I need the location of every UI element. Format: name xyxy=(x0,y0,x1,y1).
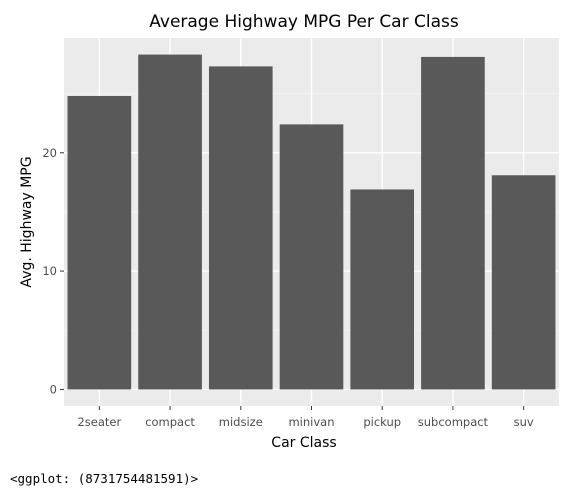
x-tick-label: compact xyxy=(145,415,195,429)
y-axis: 0 10 20 xyxy=(42,146,64,396)
bars xyxy=(67,54,556,390)
y-tick-label: 20 xyxy=(42,146,57,160)
x-tick-label: suv xyxy=(514,415,534,429)
x-axis-title: Car Class xyxy=(271,435,336,451)
y-axis-title: Avg. Highway MPG xyxy=(19,156,35,287)
y-tick-label: 0 xyxy=(50,382,57,396)
x-tick-label: midsize xyxy=(219,415,263,429)
bar-pickup xyxy=(350,189,415,390)
bar-subcompact xyxy=(421,56,485,390)
x-tick-label: subcompact xyxy=(418,415,489,429)
bar-chart: Average Highway MPG Per Car Class 01020 … xyxy=(19,12,559,451)
x-tick-label: 2seater xyxy=(77,415,121,429)
x-tick-label: minivan xyxy=(288,415,334,429)
console-output: <ggplot: (8731754481591)> xyxy=(10,471,199,486)
bar-2seater xyxy=(67,95,132,390)
bar-midsize xyxy=(208,66,273,390)
x-tick-label: pickup xyxy=(363,415,401,429)
x-axis: 2seater compact midsize minivan pickup subcom… xyxy=(77,406,534,429)
bar-minivan xyxy=(279,124,344,390)
bar-suv xyxy=(491,175,556,390)
y-tick-label: 10 xyxy=(42,264,57,278)
bar-compact xyxy=(138,54,202,390)
chart-title: Average Highway MPG Per Car Class xyxy=(149,12,459,32)
